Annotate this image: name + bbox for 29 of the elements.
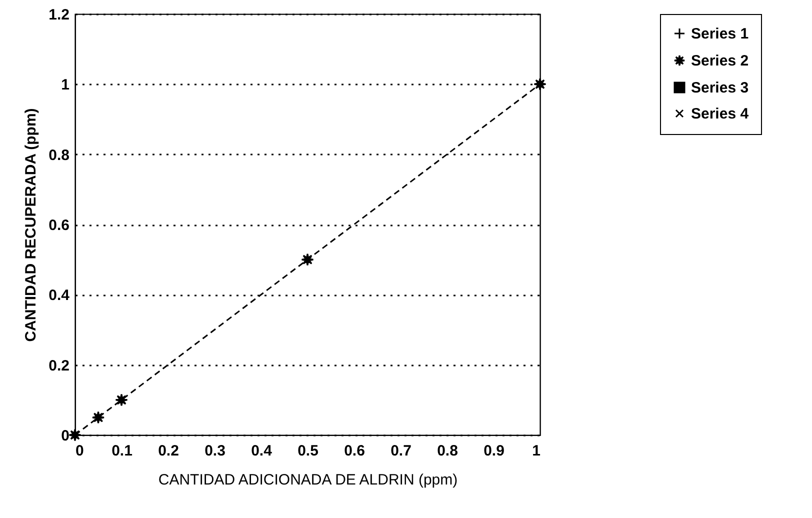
point: [115, 393, 128, 406]
x-axis-title: CANTIDAD ADICIONADA DE ALDRIN (ppm): [158, 472, 458, 488]
x-tick-label: 0.3: [204, 442, 226, 460]
x-tick-label: 0.6: [344, 442, 365, 460]
point: [68, 428, 82, 442]
x-tick-label: 0.1: [112, 442, 132, 460]
y-tick-label: 0.2: [48, 357, 70, 374]
x-tick-label: 0.5: [298, 442, 318, 460]
y-tick-label: 1.2: [48, 6, 70, 24]
x-tick-label: 0.8: [437, 442, 458, 460]
point: [92, 411, 105, 424]
y-tick-label: 0.8: [48, 146, 70, 164]
x-tick-label: 0.4: [251, 442, 273, 460]
legend-label: Series 4: [691, 106, 750, 122]
point: [534, 78, 546, 91]
x-tick-label: 1: [532, 442, 540, 460]
y-tick-label: 0.6: [48, 217, 70, 234]
y-tick-label: 0: [61, 428, 70, 444]
legend-label: Series 1: [691, 26, 749, 42]
x-tick-label: 0.7: [390, 442, 412, 460]
x-tick-label: 0: [76, 442, 84, 460]
x-tick-label: 0.2: [158, 442, 179, 460]
legend-label: Series 3: [691, 80, 749, 96]
y-tick-label: 0.4: [48, 287, 70, 304]
legend-label: Series 2: [691, 52, 749, 70]
y-axis-title: CANTIDAD RECUPERADA (ppm): [22, 108, 40, 342]
point: [301, 253, 314, 266]
y-tick-label: 1: [61, 76, 70, 94]
x-tick-label: 0.9: [484, 442, 504, 460]
